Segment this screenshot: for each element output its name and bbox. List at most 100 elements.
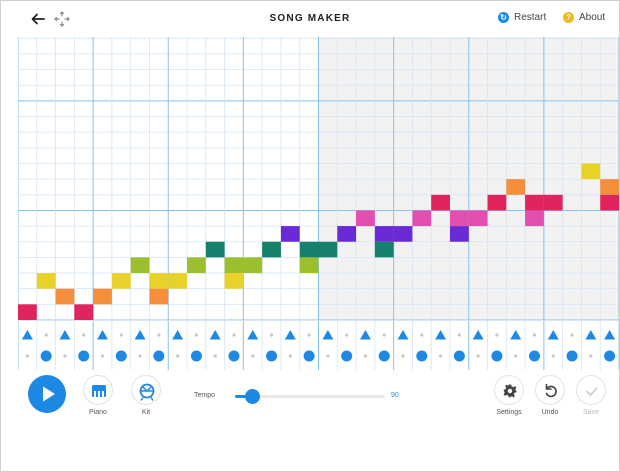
empty-beat-dot[interactable] [100, 354, 105, 358]
empty-beat-dot[interactable] [288, 354, 292, 358]
snare-triangle[interactable] [59, 330, 71, 340]
note-cell[interactable] [243, 257, 263, 274]
kick-circle[interactable] [416, 350, 428, 362]
empty-beat-dot[interactable] [382, 333, 386, 337]
note-cell[interactable] [356, 210, 375, 227]
kick-circle[interactable] [378, 350, 390, 362]
empty-beat-dot[interactable] [232, 333, 236, 337]
note-cell[interactable] [581, 163, 601, 180]
empty-beat-dot[interactable] [25, 354, 29, 358]
tempo-slider[interactable] [235, 389, 385, 404]
empty-beat-dot[interactable] [251, 354, 255, 358]
empty-beat-dot[interactable] [401, 354, 405, 358]
save-button[interactable]: Save [571, 375, 611, 416]
note-cell[interactable] [74, 304, 94, 320]
note-cell[interactable] [525, 210, 544, 227]
snare-triangle[interactable] [359, 330, 371, 340]
snare-triangle[interactable] [209, 330, 221, 340]
empty-beat-dot[interactable] [363, 354, 368, 358]
kick-circle[interactable] [266, 350, 278, 362]
snare-triangle[interactable] [172, 330, 184, 340]
note-cell[interactable] [525, 194, 544, 211]
empty-beat-dot[interactable] [495, 333, 499, 337]
snare-triangle[interactable] [97, 330, 109, 340]
kick-circle[interactable] [78, 350, 90, 362]
empty-beat-dot[interactable] [157, 333, 161, 337]
note-cell[interactable] [487, 194, 507, 211]
move-icon[interactable] [53, 10, 71, 28]
kick-circle[interactable] [528, 350, 540, 362]
note-cell[interactable] [18, 304, 37, 320]
empty-beat-dot[interactable] [476, 354, 480, 358]
empty-beat-dot[interactable] [176, 354, 180, 358]
note-cell[interactable] [449, 226, 469, 242]
note-cell[interactable] [224, 257, 244, 274]
note-cell[interactable] [337, 226, 357, 242]
about-button[interactable]: ? About [563, 12, 605, 23]
note-cell[interactable] [600, 179, 619, 195]
kick-circle[interactable] [491, 350, 503, 362]
note-cell[interactable] [543, 194, 563, 211]
note-cell[interactable] [449, 210, 469, 227]
note-cell[interactable] [393, 226, 413, 242]
empty-beat-dot[interactable] [438, 354, 443, 358]
empty-beat-dot[interactable] [457, 333, 461, 337]
empty-beat-dot[interactable] [269, 333, 274, 337]
play-button[interactable] [28, 375, 66, 413]
note-cell[interactable] [412, 210, 432, 227]
empty-beat-dot[interactable] [82, 333, 86, 337]
note-cell[interactable] [374, 241, 394, 258]
kick-circle[interactable] [40, 350, 52, 362]
note-cell[interactable] [468, 210, 488, 227]
empty-beat-dot[interactable] [589, 354, 593, 358]
note-cell[interactable] [149, 273, 169, 289]
snare-triangle[interactable] [284, 330, 296, 340]
snare-triangle[interactable] [21, 330, 33, 340]
empty-beat-dot[interactable] [345, 333, 349, 337]
empty-beat-dot[interactable] [44, 333, 48, 337]
back-arrow-icon[interactable] [29, 10, 47, 28]
empty-beat-dot[interactable] [570, 333, 574, 337]
kick-circle[interactable] [604, 350, 616, 362]
snare-triangle[interactable] [134, 330, 146, 340]
note-cell[interactable] [318, 241, 338, 258]
snare-triangle[interactable] [510, 330, 522, 340]
restart-button[interactable]: ↻ Restart [498, 12, 546, 23]
snare-triangle[interactable] [604, 330, 616, 340]
tempo-slider-thumb[interactable] [244, 389, 260, 404]
kick-circle[interactable] [303, 350, 315, 362]
empty-beat-dot[interactable] [194, 333, 199, 337]
check-icon[interactable] [576, 375, 606, 405]
note-cell[interactable] [130, 257, 150, 274]
empty-beat-dot[interactable] [551, 354, 555, 358]
note-cell[interactable] [55, 288, 75, 305]
note-cell[interactable] [205, 241, 225, 258]
instrument-piano[interactable]: Piano [78, 375, 118, 416]
undo-icon[interactable] [535, 375, 565, 405]
settings-button[interactable]: Settings [489, 375, 529, 416]
snare-triangle[interactable] [397, 330, 409, 340]
empty-beat-dot[interactable] [119, 333, 123, 337]
note-cell[interactable] [93, 288, 112, 305]
kick-circle[interactable] [153, 350, 165, 362]
kick-circle[interactable] [341, 350, 353, 362]
snare-triangle[interactable] [435, 330, 447, 340]
undo-button[interactable]: Undo [530, 375, 570, 416]
note-cell[interactable] [299, 257, 319, 274]
note-cell[interactable] [111, 273, 131, 289]
kick-circle[interactable] [115, 350, 127, 362]
note-cell[interactable] [600, 194, 619, 211]
snare-triangle[interactable] [472, 330, 484, 340]
empty-beat-dot[interactable] [307, 333, 311, 337]
snare-triangle[interactable] [247, 330, 259, 340]
kick-circle[interactable] [566, 350, 578, 362]
empty-beat-dot[interactable] [532, 333, 537, 337]
drum-kit-icon[interactable] [131, 375, 161, 405]
note-cell[interactable] [506, 179, 526, 195]
kick-circle[interactable] [190, 350, 202, 362]
snare-triangle[interactable] [585, 330, 597, 340]
empty-beat-dot[interactable] [213, 354, 217, 358]
note-cell[interactable] [299, 241, 319, 258]
note-cell[interactable] [280, 226, 300, 242]
kick-circle[interactable] [453, 350, 465, 362]
